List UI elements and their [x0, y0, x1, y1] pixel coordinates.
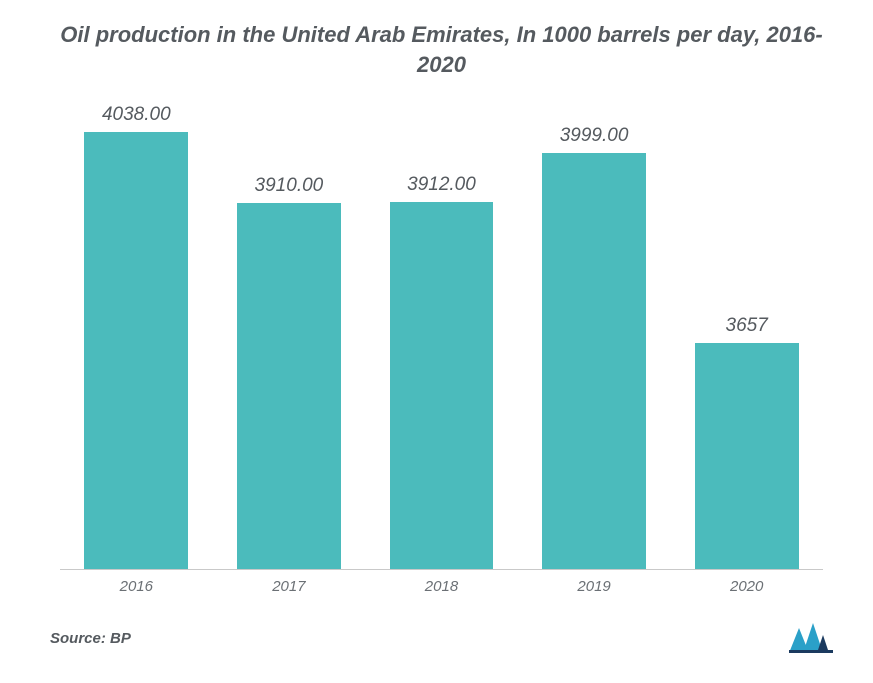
bar-value-label: 3910.00 — [255, 175, 324, 197]
plot-area: 4038.00 3910.00 3912.00 3999.00 3657 201… — [50, 97, 833, 595]
source-label: Source: BP — [50, 630, 131, 647]
logo-icon — [789, 623, 833, 653]
bars-container: 4038.00 3910.00 3912.00 3999.00 3657 — [50, 97, 833, 569]
bar-slot: 3910.00 — [213, 97, 366, 569]
bar-slot: 3912.00 — [365, 97, 518, 569]
x-tick: 2017 — [213, 578, 366, 595]
bar-value-label: 3999.00 — [560, 125, 629, 147]
footer: Source: BP — [50, 623, 833, 653]
bar — [695, 343, 799, 569]
bar-value-label: 3657 — [726, 315, 768, 337]
x-tick: 2019 — [518, 578, 671, 595]
x-axis-labels: 2016 2017 2018 2019 2020 — [50, 570, 833, 595]
chart-title: Oil production in the United Arab Emirat… — [50, 20, 833, 79]
bar-slot: 3999.00 — [518, 97, 671, 569]
bar-value-label: 3912.00 — [407, 174, 476, 196]
brand-logo — [789, 623, 833, 653]
bar — [237, 203, 341, 569]
x-tick: 2018 — [365, 578, 518, 595]
bar-slot: 3657 — [670, 97, 823, 569]
bar — [84, 132, 188, 569]
bar-slot: 4038.00 — [60, 97, 213, 569]
bar — [390, 202, 494, 569]
bar — [542, 153, 646, 569]
x-tick: 2016 — [60, 578, 213, 595]
bar-value-label: 4038.00 — [102, 104, 171, 126]
x-tick: 2020 — [670, 578, 823, 595]
